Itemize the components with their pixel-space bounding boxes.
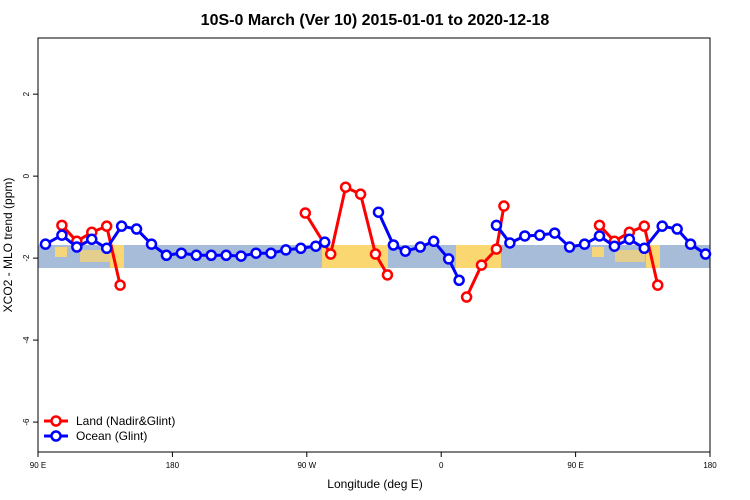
data-point: [387, 239, 400, 251]
x-tick-label: 0: [439, 461, 444, 470]
data-point: [414, 241, 427, 253]
data-point: [145, 238, 158, 250]
data-point: [608, 240, 621, 252]
y-tick-label: 2: [22, 91, 31, 96]
data-point: [71, 241, 83, 253]
plot-frame: [37, 37, 711, 453]
data-point: [175, 247, 188, 259]
x-tick-label: 180: [166, 461, 180, 470]
data-point: [638, 220, 651, 232]
y-tick-label: 0: [22, 173, 31, 178]
data-point: [460, 291, 473, 303]
data-point: [498, 200, 510, 212]
data-point: [442, 253, 455, 265]
data-point: [339, 181, 352, 193]
data-point: [534, 229, 546, 241]
data-point: [475, 259, 488, 271]
data-point: [160, 249, 173, 261]
legend-marker: [50, 430, 62, 442]
data-point: [563, 241, 576, 253]
data-point: [310, 240, 322, 252]
data-point: [324, 248, 337, 260]
x-tick-label: 90 W: [297, 461, 316, 470]
data-point: [651, 279, 664, 291]
data-point: [504, 237, 516, 249]
legend-label: Ocean (Glint): [76, 429, 147, 443]
data-point: [114, 279, 126, 291]
data-point: [115, 220, 128, 232]
data-point: [684, 238, 697, 250]
data-point: [671, 223, 683, 235]
data-point: [372, 206, 385, 218]
data-point: [86, 233, 98, 246]
x-tick-label: 90 E: [567, 461, 583, 470]
legend-marker: [50, 415, 62, 427]
data-point: [100, 220, 113, 232]
data-point: [295, 242, 307, 255]
x-axis-label: Longitude (deg E): [327, 477, 422, 491]
data-point: [638, 242, 651, 255]
data-point: [299, 207, 312, 219]
data-point: [548, 227, 561, 239]
x-tick-label: 90 E: [30, 461, 46, 470]
y-tick-label: -4: [22, 336, 31, 344]
data-point: [220, 249, 232, 261]
data-point: [190, 249, 203, 261]
y-tick-label: -2: [22, 254, 31, 262]
data-point: [381, 269, 394, 281]
data-point: [656, 220, 668, 232]
data-point: [399, 245, 412, 257]
data-point: [593, 230, 606, 242]
data-point: [56, 219, 68, 232]
data-point: [130, 223, 143, 235]
chart-title: 10S-0 March (Ver 10) 2015-01-01 to 2020-…: [201, 12, 550, 29]
data-point: [369, 248, 382, 260]
data-point: [318, 236, 331, 248]
data-point: [699, 248, 712, 260]
data-point: [490, 243, 503, 255]
data-point: [235, 250, 247, 262]
data-point: [427, 235, 440, 248]
data-point: [593, 219, 606, 232]
data-point: [100, 242, 113, 255]
data-point: [280, 244, 292, 256]
y-axis-label: XCO2 - MLO trend (ppm): [1, 178, 15, 313]
data-point: [578, 238, 591, 250]
data-point: [265, 247, 277, 259]
data-point: [623, 233, 636, 246]
data-point: [250, 247, 262, 259]
data-point: [205, 249, 217, 261]
data-point: [56, 229, 68, 241]
data-point: [519, 230, 531, 242]
y-tick-label: -6: [22, 418, 31, 426]
data-point: [490, 219, 503, 232]
data-point: [39, 238, 52, 250]
data-point: [453, 274, 465, 287]
data-point: [354, 188, 367, 200]
legend-label: Land (Nadir&Glint): [76, 414, 175, 428]
x-tick-label: 180: [703, 461, 717, 470]
